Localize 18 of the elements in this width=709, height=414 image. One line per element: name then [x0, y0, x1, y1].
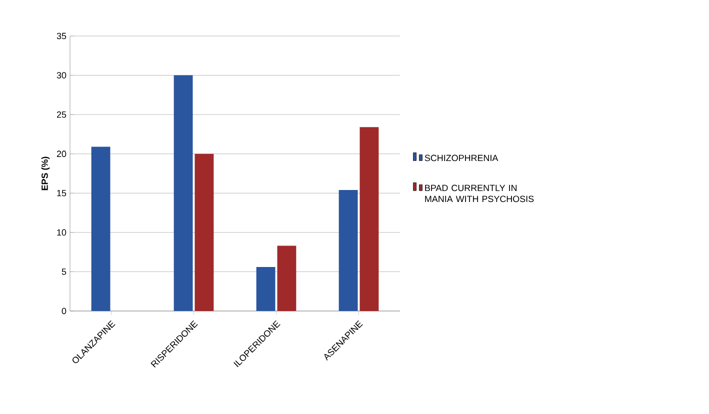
bar: [360, 127, 379, 311]
bar: [194, 154, 214, 311]
bar: [91, 146, 110, 311]
y-tick-label: 10: [57, 229, 66, 236]
y-tick-label: 25: [56, 111, 66, 118]
y-tick-label: 30: [56, 72, 66, 78]
bar: [338, 190, 358, 311]
y-tick-label: 5: [62, 268, 66, 275]
legend-label: SCHIZOPHRENIA: [424, 154, 498, 162]
bar: [256, 267, 276, 311]
bar: [277, 246, 296, 311]
bar: [174, 75, 193, 311]
y-tick-label: 35: [56, 32, 66, 40]
y-tick-label: 15: [57, 190, 66, 196]
y-axis-title: EPS (%): [41, 156, 50, 190]
legend-label: BPAD CURRENTLY IN MANIA WITH PSYCHOSIS: [425, 184, 534, 202]
y-tick-label: 20: [56, 150, 66, 158]
y-tick-label: 0: [62, 308, 66, 314]
